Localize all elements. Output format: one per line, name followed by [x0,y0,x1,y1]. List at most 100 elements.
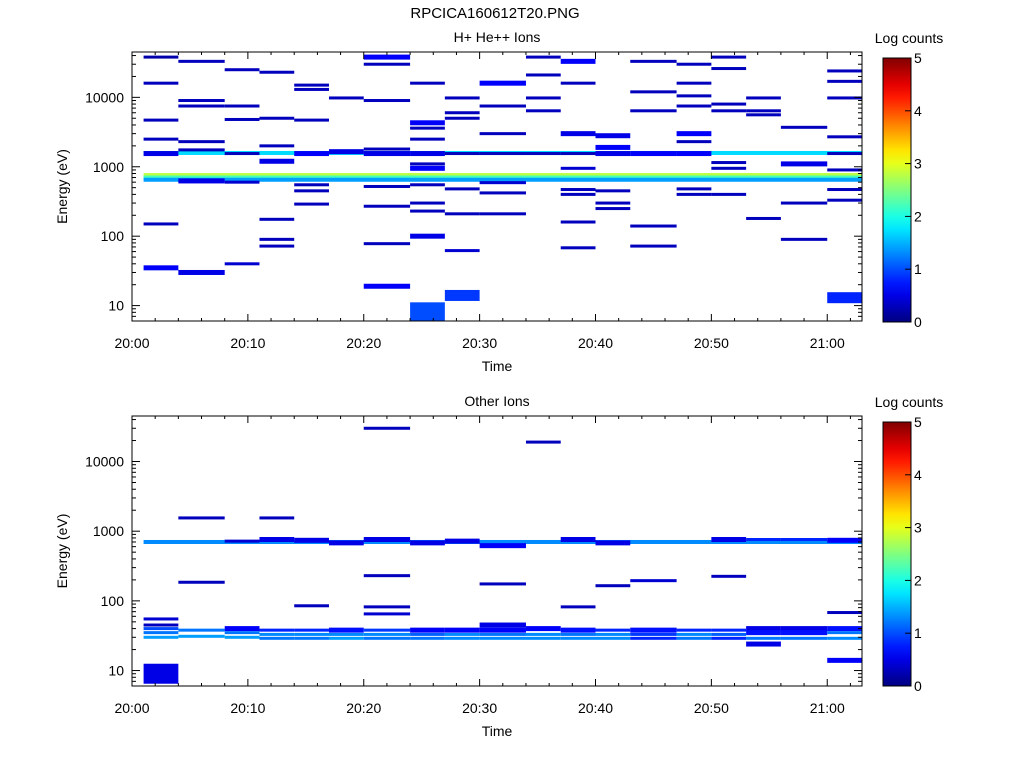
heatmap-cell [676,140,712,144]
heatmap-cell [178,269,225,275]
x-tick-label: 20:50 [694,700,729,716]
heatmap-cell [224,180,260,184]
heatmap-cell [630,632,677,636]
heatmap-cell [410,165,445,171]
heatmap-cell [780,626,828,632]
heatmap-cell [676,131,712,137]
heatmap-cell [746,636,781,640]
heatmap-cell [711,574,747,578]
heatmap-cell [224,117,260,121]
heatmap-cell [328,149,364,155]
heatmap-band [143,173,862,178]
heatmap-cell [363,628,411,632]
heatmap-cell [410,162,445,166]
heatmap-cell [711,536,747,542]
heatmap-cell [143,81,179,85]
heatmap-cell [224,152,260,156]
heatmap-cell [363,636,411,640]
heatmap-cell [143,627,179,631]
heatmap-cell [525,96,561,100]
heatmap-cell [143,635,179,639]
heatmap-cell [780,125,828,129]
heatmap-cell [630,244,677,248]
heatmap-cell [143,623,179,627]
heatmap-cell [444,632,480,636]
heatmap-cell [259,516,295,520]
heatmap-cell [827,657,862,663]
heatmap-cell [363,574,411,578]
colorbar [882,421,912,687]
heatmap-cell [444,116,480,120]
colorbar-tick-label: 2 [914,572,922,588]
heatmap-cell [827,188,862,192]
heatmap-band [143,177,862,182]
heatmap-cell [143,137,179,141]
heatmap-cell [630,627,677,633]
heatmap-cell [444,249,480,253]
x-tick-label: 20:10 [230,700,265,716]
x-tick-label: 20:00 [114,335,149,351]
heatmap-cell [479,132,526,136]
heatmap-cell [294,202,329,206]
heatmap-cell [595,632,631,636]
heatmap-cell [444,627,480,633]
heatmap-cell [630,109,677,113]
heatmap-cell [560,220,596,224]
heatmap-cell [479,152,526,156]
x-tick-label: 20:20 [346,700,381,716]
figure-title: RPCICA160612T20.PNG [410,5,580,22]
heatmap-cell [595,189,631,193]
heatmap-cell [224,539,260,543]
heatmap-cell [294,628,329,632]
heatmap-cell [479,627,526,633]
heatmap-cell [444,538,480,544]
heatmap-cell [560,636,596,640]
heatmap-cell [746,113,781,117]
heatmap-cell [560,536,596,542]
chart-panel-1: H+ He++ Ions 20:00 20:10 20:20 20:30 20:40 20:… [54,29,943,374]
heatmap-cell [479,212,526,216]
heatmap-cell [479,636,526,640]
heatmap-cell [560,131,596,137]
heatmap-cell [363,62,411,66]
heatmap-cell [178,59,225,63]
y-tick-label: 1000 [93,523,124,539]
heatmap-cell [676,187,712,191]
heatmap-cell [525,440,561,444]
heatmap-cell [410,627,445,633]
heatmap-cell [827,135,862,139]
y-tick-label: 1000 [93,159,124,175]
heatmap-cell [444,152,480,156]
chart-panel-2: Other Ions 20:00 20:10 20:20 20:30 20:40 20:50… [54,393,943,739]
heatmap-cell [560,605,596,609]
heatmap-cell [143,222,179,226]
colorbar-tick-label: 4 [914,103,922,119]
heatmap-cell [595,584,631,588]
heatmap-cell [410,81,445,85]
heatmap-cell [560,152,596,156]
heatmap-cell [630,59,677,63]
colorbar-tick-label: 3 [914,520,922,536]
heatmap-cell [363,99,411,103]
heatmap-cell [479,622,526,628]
y-tick-label: 10000 [85,454,124,470]
heatmap-cell [525,109,561,113]
heatmap-cell [827,631,862,635]
heatmap-cell [479,582,526,586]
heatmap-cell [560,627,596,633]
heatmap-cell [595,207,631,211]
heatmap-band [143,175,862,180]
heatmap-cell [676,151,712,157]
colorbar-tick-label: 3 [914,156,922,172]
heatmap-cell [178,628,225,632]
heatmap-cell [479,104,526,108]
heatmap-cell [294,636,329,640]
y-axis-label: Energy (eV) [54,149,70,224]
heatmap-cell [224,68,260,72]
heatmap-cell [827,198,862,202]
heatmap-cell [410,540,445,546]
x-tick-label: 20:50 [694,335,729,351]
heatmap-cell [363,612,411,616]
heatmap-cell [746,641,781,647]
heatmap-cell [711,109,747,113]
